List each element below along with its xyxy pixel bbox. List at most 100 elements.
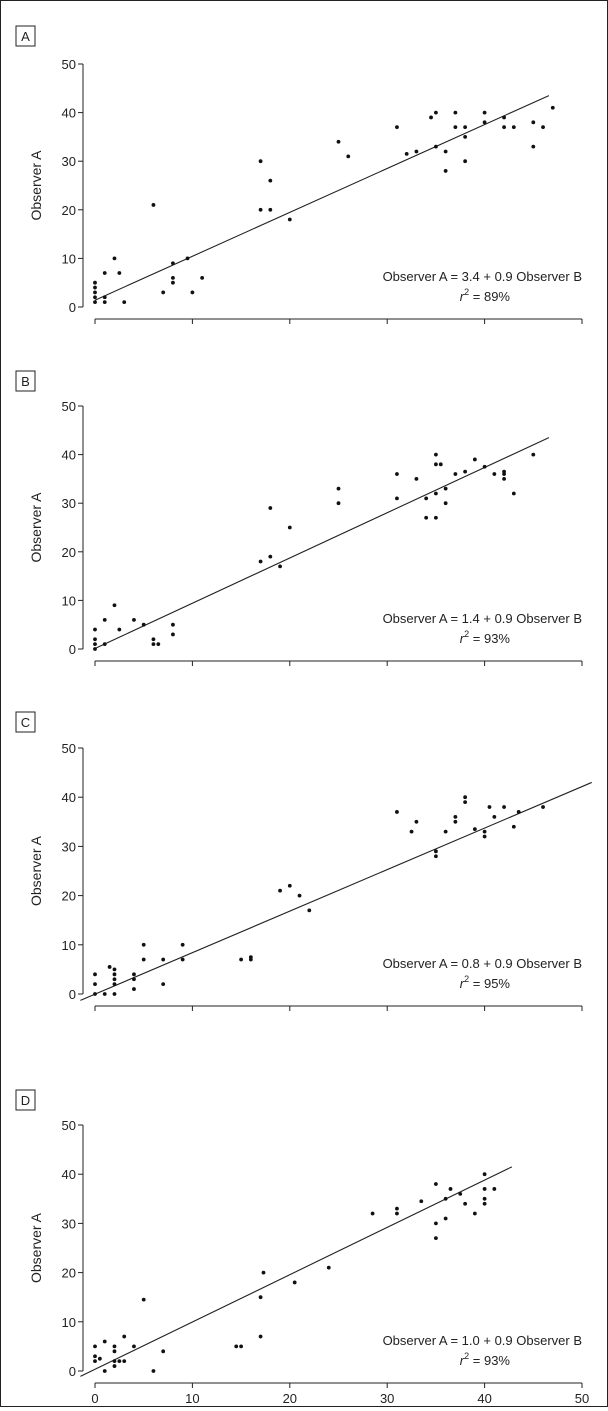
data-point	[278, 564, 282, 569]
data-point	[102, 617, 107, 622]
regression-line	[94, 437, 550, 650]
y-tick-label: 40	[62, 106, 76, 121]
y-tick-label: 30	[62, 1216, 76, 1231]
data-point	[258, 159, 263, 164]
data-point	[434, 854, 438, 859]
data-point	[395, 125, 399, 130]
data-point	[112, 603, 117, 608]
data-point	[443, 149, 448, 154]
y-tick-label: 50	[62, 741, 76, 756]
r-squared-exponent: 2	[464, 1351, 469, 1361]
data-point	[502, 469, 506, 474]
regression-line	[80, 781, 592, 1001]
y-axis-label: Observer A	[28, 835, 44, 906]
data-point	[443, 829, 448, 834]
y-axis-label: Observer A	[28, 492, 44, 563]
y-tick-label: 40	[62, 790, 76, 805]
data-point	[453, 110, 458, 115]
data-point	[117, 271, 122, 275]
data-point	[161, 982, 166, 987]
data-point	[482, 1196, 487, 1201]
x-tick-label: 0	[91, 1391, 98, 1406]
data-point	[463, 1201, 468, 1206]
data-point	[93, 1344, 97, 1349]
r-squared: r2 = 93%	[460, 629, 511, 646]
data-point	[112, 972, 117, 977]
data-point	[93, 647, 97, 651]
data-point	[395, 1206, 399, 1211]
y-tick-label: 50	[62, 57, 76, 72]
data-point	[180, 957, 185, 962]
r-squared-symbol: r	[460, 631, 465, 646]
data-point	[161, 290, 166, 295]
data-point	[234, 1344, 239, 1349]
x-tick-label: 40	[477, 1391, 491, 1406]
y-tick-label: 10	[62, 938, 76, 953]
data-point	[434, 1236, 438, 1241]
data-point	[171, 622, 175, 627]
data-point	[472, 457, 477, 462]
data-point	[482, 1172, 487, 1177]
data-point	[93, 992, 97, 996]
data-point	[97, 1356, 102, 1361]
data-point	[93, 1354, 97, 1359]
data-point	[414, 477, 419, 481]
data-point	[482, 464, 487, 469]
data-point	[102, 295, 107, 300]
data-point	[171, 632, 175, 637]
y-tick-label: 0	[69, 987, 76, 1002]
y-tick-label: 40	[62, 1167, 76, 1182]
r-squared-symbol: r	[460, 289, 465, 304]
data-point	[463, 125, 468, 130]
data-point	[117, 627, 122, 632]
regression-line	[94, 95, 550, 301]
data-point	[258, 207, 263, 212]
data-point	[453, 125, 458, 130]
data-point	[434, 144, 438, 149]
data-point	[268, 554, 273, 559]
data-point	[434, 1182, 438, 1186]
r-squared-value: = 93%	[469, 1353, 510, 1368]
data-point	[107, 965, 112, 969]
data-point	[502, 125, 506, 130]
data-point	[346, 154, 351, 159]
data-point	[511, 125, 516, 130]
panel-d: D 0 10 20 30 40 50 Observer A 0 10 20 30 40 50 Observe…	[15, 1089, 589, 1411]
data-point	[463, 469, 468, 474]
data-point	[171, 261, 175, 266]
data-point	[443, 169, 448, 173]
regression-equation: Observer A = 1.4 + 0.9 Observer B	[383, 611, 582, 626]
data-point	[492, 1187, 497, 1191]
panel-label-box	[15, 1089, 36, 1111]
y-tick-label: 10	[62, 251, 76, 266]
y-tick-label: 30	[62, 154, 76, 169]
data-point	[404, 152, 409, 156]
data-point	[185, 256, 190, 261]
data-point	[180, 942, 185, 947]
data-point	[151, 1369, 156, 1373]
data-point	[443, 501, 448, 506]
data-point	[112, 1364, 117, 1368]
r-squared-value: = 95%	[469, 976, 510, 991]
data-point	[287, 217, 292, 222]
r-squared-exponent: 2	[464, 629, 469, 639]
y-tick-label: 10	[62, 1315, 76, 1330]
data-point	[102, 300, 107, 305]
data-point	[151, 642, 156, 647]
data-point	[502, 115, 506, 120]
data-point	[502, 805, 506, 809]
r-squared: r2 = 89%	[460, 287, 511, 304]
data-point	[93, 642, 97, 647]
data-point	[117, 1359, 122, 1364]
data-point	[463, 795, 468, 800]
data-point	[482, 1187, 487, 1191]
data-point	[102, 642, 107, 647]
y-tick-label: 50	[62, 399, 76, 414]
data-point	[336, 501, 341, 506]
y-tick-label: 0	[69, 642, 76, 657]
data-point	[171, 275, 175, 280]
data-point	[541, 805, 545, 809]
data-point	[395, 472, 399, 476]
x-tick-label: 30	[380, 1391, 394, 1406]
